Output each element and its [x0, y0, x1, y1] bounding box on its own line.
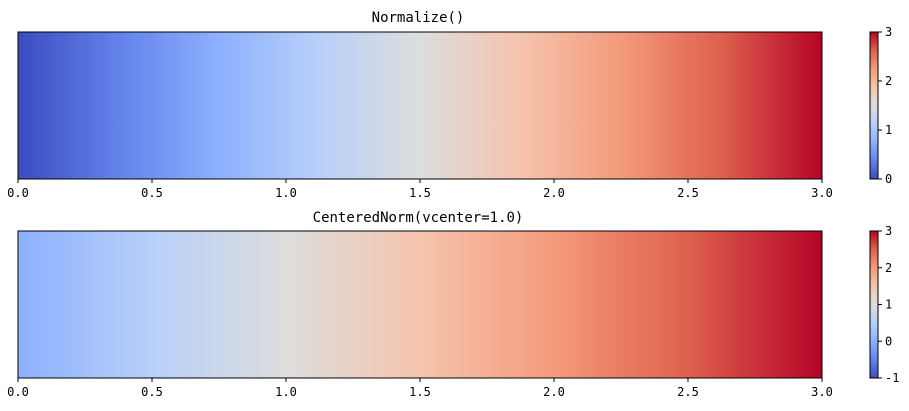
x-tick-label: 1.5 — [409, 186, 431, 200]
colorbar-tick-label: 3 — [885, 25, 892, 39]
panel-centerednorm: CenteredNorm(vcenter=1.0) 0.0 0.5 1.0 1.5 2.… — [7, 210, 899, 399]
heatmap-strip — [18, 32, 822, 179]
colorbar-axis: -1 0 1 2 3 — [878, 224, 899, 385]
colorbar-axis: 0 1 2 3 — [878, 25, 892, 186]
colorbar — [870, 32, 878, 179]
colorbar-tick-label: 2 — [885, 74, 892, 88]
x-axis: 0.0 0.5 1.0 1.5 2.0 2.5 3.0 — [7, 378, 833, 399]
heatmap-strip — [18, 231, 822, 378]
colorbar-frame — [869, 31, 879, 180]
x-axis: 0.0 0.5 1.0 1.5 2.0 2.5 3.0 — [7, 179, 833, 200]
colorbar-tick-label: 3 — [885, 224, 892, 238]
x-tick-label: 2.5 — [677, 186, 699, 200]
x-tick-label: 3.0 — [811, 186, 833, 200]
panel-title: CenteredNorm(vcenter=1.0) — [313, 210, 524, 226]
panel-normalize: Normalize() 0.0 0.5 1.0 1.5 2.0 2.5 3.0 0 1 2 3 — [7, 10, 892, 200]
x-tick-label: 2.0 — [543, 186, 565, 200]
colorbar-tick-label: 1 — [885, 298, 892, 312]
x-tick-label: 0.5 — [141, 186, 163, 200]
x-tick-label: 0.5 — [141, 385, 163, 399]
x-tick-label: 2.0 — [543, 385, 565, 399]
x-tick-label: 3.0 — [811, 385, 833, 399]
x-tick-label: 0.0 — [7, 385, 29, 399]
x-tick-label: 1.0 — [275, 385, 297, 399]
colorbar-tick-label: 2 — [885, 261, 892, 275]
colorbar-tick-label: 1 — [885, 123, 892, 137]
x-tick-label: 1.5 — [409, 385, 431, 399]
x-tick-label: 2.5 — [677, 385, 699, 399]
panel-title: Normalize() — [372, 10, 465, 26]
colorbar-tick-label: 0 — [885, 172, 892, 186]
x-tick-label: 1.0 — [275, 186, 297, 200]
colorbar-tick-label: -1 — [885, 371, 899, 385]
colorbar-tick-label: 0 — [885, 334, 892, 348]
x-tick-label: 0.0 — [7, 186, 29, 200]
colorbar — [870, 231, 878, 378]
